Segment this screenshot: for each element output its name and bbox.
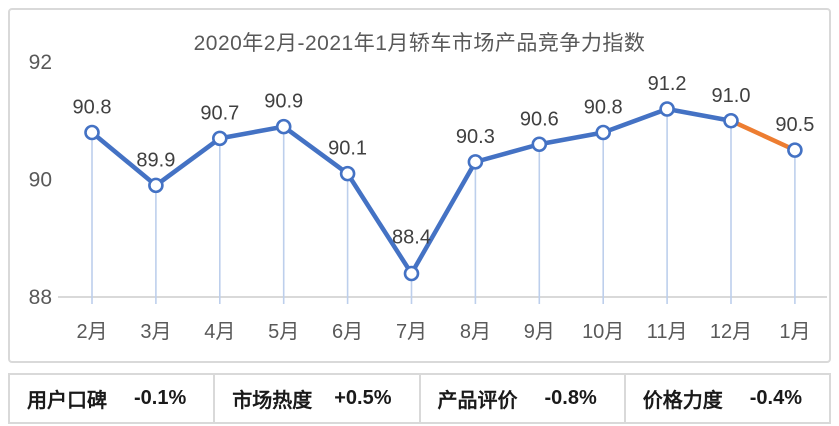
x-tick-label: 4月: [204, 321, 235, 343]
data-point-label: 90.6: [520, 108, 559, 130]
data-point-marker: [275, 118, 292, 135]
data-point-label: 88.4: [392, 227, 431, 249]
data-point-label: 90.8: [584, 97, 623, 119]
x-tick-label: 1月: [779, 321, 810, 343]
line-chart: 88 90 92 90.8 89.9 90.7 90.9 90.1 88.4 90.3 90.6 90…: [29, 51, 827, 343]
stat-value: -0.4%: [749, 387, 802, 409]
data-point-marker: [787, 142, 803, 158]
stats-bar: 用户口碑 -0.1% 市场热度 +0.5% 产品评价 -0.8% 价格力度 -0…: [8, 373, 831, 424]
x-tick-label: 10月: [582, 321, 624, 343]
stat-label: 产品评价: [437, 390, 518, 412]
stat-label: 市场热度: [232, 390, 313, 412]
data-point-label: 91.2: [648, 73, 687, 95]
stat-cell-user-reputation: 用户口碑 -0.1%: [10, 375, 213, 422]
x-tick-label: 3月: [140, 321, 171, 343]
stat-label: 用户口碑: [27, 390, 107, 412]
x-tick-label: 11月: [647, 321, 688, 343]
highlight-segment: [728, 118, 798, 153]
stat-cell-product-review: 产品评价 -0.8%: [418, 375, 624, 422]
x-tick-label: 8月: [460, 321, 491, 343]
x-tick-label: 12月: [710, 321, 752, 343]
stat-label: 价格力度: [642, 390, 723, 412]
y-tick-label: 92: [29, 51, 52, 74]
x-tick-label: 5月: [268, 321, 299, 343]
data-point-label: 90.8: [73, 97, 112, 119]
data-point-label: 91.0: [712, 85, 751, 107]
stat-cell-price-strength: 价格力度 -0.4%: [623, 375, 829, 422]
data-point-label: 90.1: [328, 138, 367, 160]
data-point-marker: [531, 136, 548, 153]
chart-title: 2020年2月-2021年1月轿车市场产品竞争力指数: [193, 32, 646, 55]
data-point-label: 90.9: [264, 91, 303, 113]
series-line: [89, 106, 734, 276]
data-point-marker: [659, 101, 675, 117]
x-tick-label: 9月: [524, 321, 555, 343]
data-point-label: 90.3: [456, 126, 495, 148]
data-point-marker: [595, 124, 612, 141]
data-point-marker: [339, 165, 356, 182]
x-tick-label: 6月: [332, 321, 363, 343]
x-tick-label: 2月: [76, 321, 107, 343]
data-point-marker: [148, 177, 164, 194]
data-point-marker: [403, 265, 420, 282]
x-tick-label: 7月: [396, 321, 427, 343]
data-point-marker: [467, 154, 484, 170]
y-tick-label: 90: [29, 169, 52, 192]
stat-value: +0.5%: [334, 387, 392, 409]
stat-cell-market-heat: 市场热度 +0.5%: [213, 375, 418, 422]
data-point-label: 90.5: [775, 114, 814, 136]
chart-card: 88 90 92 90.8 89.9 90.7 90.9 90.1 88.4 90.3 90.6 90…: [8, 8, 831, 363]
data-point-marker: [723, 112, 739, 129]
stat-value: -0.1%: [134, 387, 187, 409]
stat-value: -0.8%: [544, 387, 597, 409]
data-point-label: 90.7: [200, 102, 239, 124]
data-point-marker: [212, 130, 228, 147]
data-point-label: 89.9: [136, 149, 175, 171]
y-tick-label: 88: [29, 286, 52, 309]
data-point-marker: [84, 124, 100, 141]
